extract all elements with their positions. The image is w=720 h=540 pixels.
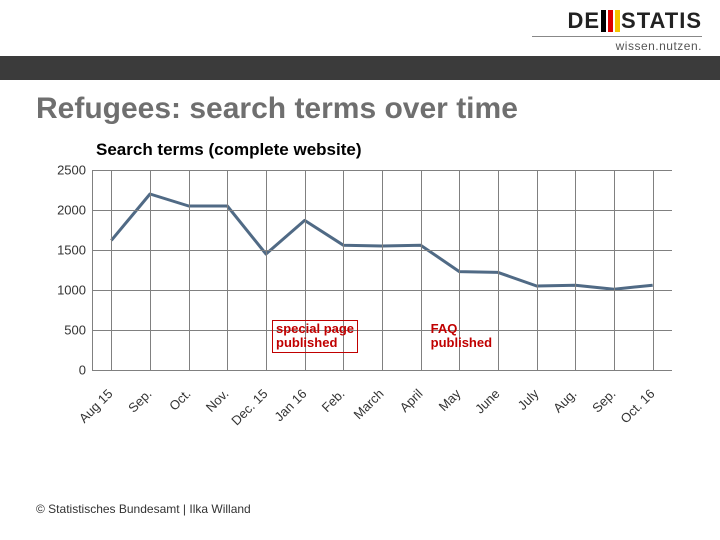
x-gridline: [498, 170, 499, 370]
y-tick-label: 500: [40, 323, 86, 338]
page-title: Refugees: search terms over time: [36, 92, 518, 126]
annotation-line1: special page: [276, 321, 354, 336]
flag-gold: [615, 10, 620, 32]
x-tick-label: Aug 15: [76, 386, 116, 426]
y-tick-label: 2500: [40, 163, 86, 178]
logo-divider: [532, 36, 702, 37]
x-gridline: [382, 170, 383, 370]
y-tick-label: 1000: [40, 283, 86, 298]
x-gridline: [575, 170, 576, 370]
x-gridline: [421, 170, 422, 370]
flag-red: [608, 10, 613, 32]
x-gridline: [150, 170, 151, 370]
logo-part-statis: STATIS: [621, 8, 702, 34]
y-tick-label: 1500: [40, 243, 86, 258]
x-tick-label: July: [514, 386, 541, 413]
annotation-line2: published: [276, 335, 337, 350]
x-tick-label: Aug.: [550, 386, 580, 416]
x-tick-label: March: [350, 386, 386, 422]
logo-part-de: DE: [567, 8, 600, 34]
x-gridline: [189, 170, 190, 370]
footer-credit: © Statistisches Bundesamt | Ilka Willand: [36, 502, 251, 516]
y-axis-line: [92, 170, 93, 370]
x-axis-labels: Aug 15Sep.Oct.Nov.Dec. 15Jan 16Feb.March…: [92, 376, 672, 456]
x-tick-label: May: [436, 386, 464, 414]
x-tick-label: Nov.: [203, 386, 232, 415]
plot-area: special pagepublishedFAQpublished: [92, 170, 672, 370]
annotation-special: special pagepublished: [272, 320, 358, 353]
flag-black: [601, 10, 606, 32]
x-gridline: [266, 170, 267, 370]
annotation-line2: published: [431, 335, 492, 350]
x-tick-label: June: [472, 386, 503, 417]
x-tick-label: Oct. 16: [617, 386, 657, 426]
y-tick-label: 2000: [40, 203, 86, 218]
dark-band: [0, 56, 720, 80]
x-gridline: [111, 170, 112, 370]
x-gridline: [614, 170, 615, 370]
x-gridline: [537, 170, 538, 370]
x-tick-label: Jan 16: [271, 386, 309, 424]
header-band: DE STATIS wissen.nutzen.: [0, 0, 720, 56]
chart-title: Search terms (complete website): [96, 140, 361, 160]
x-tick-label: Dec. 15: [228, 386, 270, 428]
y-tick-label: 0: [40, 363, 86, 378]
x-tick-label: Sep.: [589, 386, 619, 416]
logo-tagline: wissen.nutzen.: [532, 39, 702, 53]
x-tick-label: Oct.: [166, 386, 193, 413]
x-gridline: [653, 170, 654, 370]
x-tick-label: April: [396, 386, 425, 415]
x-tick-label: Sep.: [125, 386, 155, 416]
x-tick-label: Feb.: [319, 386, 348, 415]
gridline: [92, 370, 672, 371]
annotation-line1: FAQ: [431, 321, 458, 336]
x-gridline: [227, 170, 228, 370]
annotation-faq: FAQpublished: [427, 320, 496, 353]
destatis-logo: DE STATIS wissen.nutzen.: [532, 8, 702, 53]
line-chart: special pagepublishedFAQpublished 050010…: [40, 170, 680, 370]
